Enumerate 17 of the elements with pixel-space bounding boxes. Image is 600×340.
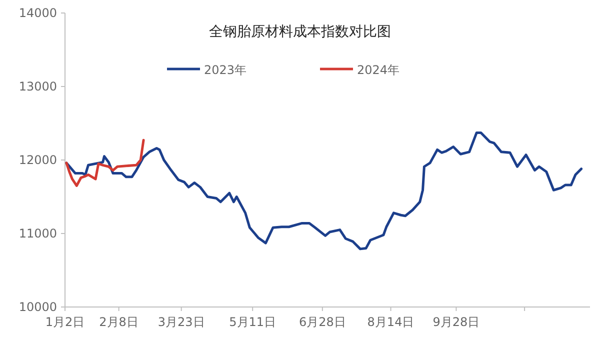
line-series [65,138,145,187]
legend-label: 2023年 [204,63,247,77]
x-tick-label: 5月11日 [229,315,276,329]
x-tick-label: 8月14日 [367,315,414,329]
x-tick-label: 2月8日 [99,315,138,329]
x-tick-label: 1月2日 [45,315,85,329]
y-tick-label: 14000 [18,6,57,20]
y-tick-label: 12000 [18,153,57,167]
y-tick-label: 11000 [18,226,57,240]
legend-label: 2024年 [357,63,400,77]
y-tick-label: 10000 [18,300,57,314]
y-tick-label: 13000 [18,80,57,94]
text: 全钢胎原材料成本指数对比图 [209,24,391,40]
x-tick-label: 3月23日 [158,315,205,329]
x-tick-label: 6月28日 [298,315,346,329]
x-tick-label: 9月28日 [432,315,480,329]
line-series [65,132,583,250]
